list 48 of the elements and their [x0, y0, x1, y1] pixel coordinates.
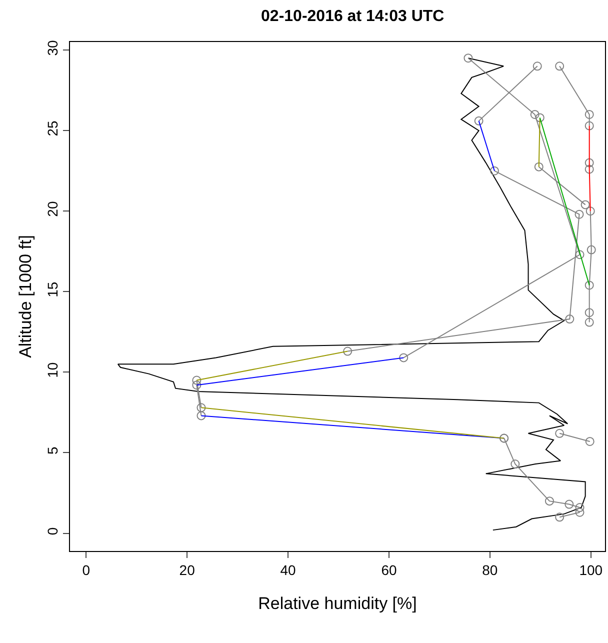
point [575, 508, 584, 517]
point [564, 500, 574, 509]
x-tick-label: 0 [82, 562, 90, 578]
y-tick-label: 30 [44, 40, 60, 56]
point [343, 346, 352, 356]
point [586, 245, 596, 254]
y-tick-label: 10 [44, 362, 60, 378]
point [584, 110, 594, 119]
point [584, 308, 594, 318]
x-axis-title: Relative humidity [%] [258, 594, 417, 614]
x-tick-label: 60 [381, 562, 397, 578]
point [555, 512, 564, 522]
point [584, 280, 594, 290]
point [555, 428, 564, 438]
point [464, 54, 473, 63]
point [584, 158, 594, 168]
point [575, 250, 584, 260]
x-tick-label: 40 [280, 562, 296, 578]
point [530, 110, 540, 119]
y-tick-label: 25 [44, 120, 60, 136]
point [565, 314, 574, 324]
y-tick-label: 20 [44, 201, 60, 217]
x-tick-label: 100 [579, 562, 603, 578]
point [574, 210, 584, 219]
point [580, 200, 590, 210]
point [584, 121, 594, 130]
point [535, 113, 544, 122]
point [474, 116, 484, 126]
point [544, 496, 554, 506]
x-tick-label: 20 [179, 562, 196, 578]
chart-title: 02-10-2016 at 14:03 UTC [261, 8, 445, 25]
y-tick-label: 15 [44, 282, 60, 298]
point [534, 162, 544, 172]
x-tick-label: 80 [482, 562, 498, 578]
point [586, 206, 595, 216]
point [192, 376, 202, 385]
point [532, 62, 542, 71]
point [584, 164, 594, 174]
y-tick-label: 0 [44, 527, 60, 536]
point [584, 318, 594, 327]
point [490, 166, 499, 176]
point [510, 460, 520, 469]
point [399, 353, 408, 362]
point [585, 436, 594, 446]
y-tick-label: 5 [44, 446, 60, 455]
point [555, 62, 564, 71]
point [575, 503, 584, 512]
y-axis-title: Altitude [1000 ft] [16, 235, 35, 358]
